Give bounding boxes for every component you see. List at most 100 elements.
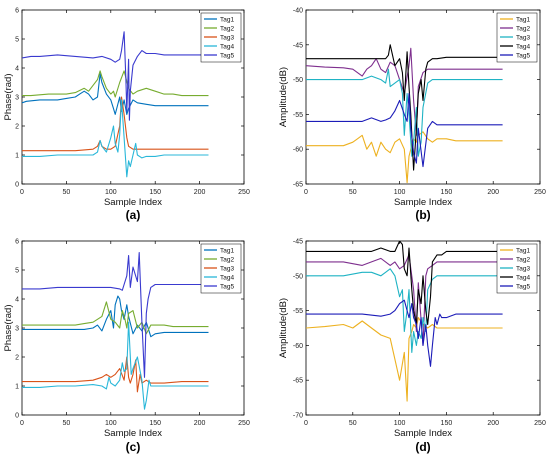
legend-label: Tag3 <box>220 266 234 273</box>
y-tick-label: 6 <box>15 239 19 246</box>
legend-label: Tag2 <box>516 257 530 264</box>
x-tick-label: 150 <box>149 420 161 427</box>
x-axis-label: Sample Index <box>104 428 162 439</box>
legend-label: Tag1 <box>220 248 234 255</box>
y-tick-label: 4 <box>15 66 19 73</box>
x-tick-label: 200 <box>487 420 499 427</box>
legend: Tag1 Tag2 Tag3 Tag4 Tag5 <box>200 12 242 63</box>
x-tick-label: 100 <box>105 420 117 427</box>
legend-box <box>200 12 242 63</box>
x-tick-label: 200 <box>487 189 499 196</box>
legend-label: Tag4 <box>516 275 530 282</box>
x-tick-label: 0 <box>20 420 24 427</box>
series-line-tag1 <box>306 317 503 402</box>
x-tick-label: 100 <box>105 189 117 196</box>
series-line-tag1 <box>306 131 503 184</box>
x-tick-label: 100 <box>394 420 406 427</box>
series-line-tag1 <box>22 73 209 115</box>
legend-label: Tag1 <box>220 17 234 24</box>
y-axis-label: Phase(rad) <box>3 305 14 352</box>
legend-label: Tag2 <box>220 257 234 264</box>
x-axis-label: Sample Index <box>104 197 162 208</box>
legend-label: Tag5 <box>516 53 530 60</box>
series-line-tag5 <box>306 92 503 168</box>
y-tick-label: 5 <box>15 37 19 44</box>
y-tick-label: -65 <box>293 182 303 189</box>
y-tick-label: -60 <box>293 147 303 154</box>
x-tick-label: 150 <box>149 189 161 196</box>
legend-label: Tag4 <box>220 275 234 282</box>
x-tick-label: 200 <box>194 420 206 427</box>
y-axis-label: Amplitude(dB) <box>278 67 289 127</box>
x-tick-label: 200 <box>194 189 206 196</box>
legend-label: Tag3 <box>516 35 530 42</box>
y-tick-label: -55 <box>293 308 303 315</box>
x-tick-label: 250 <box>534 189 546 196</box>
y-tick-label: 6 <box>15 8 19 15</box>
x-tick-label: 0 <box>304 420 308 427</box>
legend-label: Tag1 <box>516 17 530 24</box>
series-line-tag4 <box>306 241 503 326</box>
x-tick-label: 50 <box>349 189 357 196</box>
y-tick-label: -70 <box>293 413 303 420</box>
x-tick-label: 0 <box>304 189 308 196</box>
x-tick-label: 50 <box>63 189 71 196</box>
y-tick-label: 5 <box>15 268 19 275</box>
y-tick-label: -45 <box>293 239 303 246</box>
x-tick-label: 100 <box>394 189 406 196</box>
y-tick-label: 3 <box>15 95 19 102</box>
series-line-tag4 <box>22 99 209 178</box>
legend: Tag1 Tag2 Tag3 Tag4 Tag5 <box>496 12 538 63</box>
x-tick-label: 50 <box>63 420 71 427</box>
y-tick-label: -40 <box>293 8 303 15</box>
series-line-tag3 <box>22 356 209 393</box>
series-line-tag2 <box>306 47 503 136</box>
panel-caption: (d) <box>415 440 430 454</box>
series-line-tag2 <box>22 70 209 98</box>
x-tick-label: 250 <box>238 420 250 427</box>
series-line-tag5 <box>22 252 209 378</box>
x-axis-label: Sample Index <box>394 197 452 208</box>
y-tick-label: -45 <box>293 42 303 49</box>
series-line-tag1 <box>22 295 209 338</box>
x-tick-label: 150 <box>441 189 453 196</box>
x-axis-label: Sample Index <box>394 428 452 439</box>
y-tick-label: -60 <box>293 343 303 350</box>
legend-label: Tag5 <box>220 53 234 60</box>
y-tick-label: 1 <box>15 153 19 160</box>
y-tick-label: 2 <box>15 355 19 362</box>
y-tick-label: -50 <box>293 77 303 84</box>
y-tick-label: -55 <box>293 112 303 119</box>
y-tick-label: 0 <box>15 182 19 189</box>
x-tick-label: 0 <box>20 189 24 196</box>
legend-label: Tag3 <box>220 35 234 42</box>
series-line-tag3 <box>306 68 503 157</box>
y-tick-label: 2 <box>15 124 19 131</box>
y-tick-label: 3 <box>15 326 19 333</box>
y-tick-label: 1 <box>15 384 19 391</box>
series-line-tag4 <box>22 321 209 410</box>
panel-caption: (a) <box>126 208 141 222</box>
legend-label: Tag5 <box>516 284 530 291</box>
series-line-tag5 <box>306 299 503 367</box>
legend: Tag1 Tag2 Tag3 Tag4 Tag5 <box>496 243 538 294</box>
series-line-tag3 <box>306 268 503 353</box>
x-tick-label: 150 <box>441 420 453 427</box>
legend-label: Tag4 <box>220 44 234 51</box>
x-tick-label: 50 <box>349 420 357 427</box>
legend-label: Tag2 <box>220 26 234 33</box>
x-tick-label: 250 <box>534 420 546 427</box>
y-axis-label: Phase(rad) <box>3 74 14 121</box>
y-axis-label: Amplitude(dB) <box>278 298 289 358</box>
y-tick-label: -50 <box>293 273 303 280</box>
x-tick-label: 250 <box>238 189 250 196</box>
legend-label: Tag2 <box>516 26 530 33</box>
legend-label: Tag4 <box>516 44 530 51</box>
legend-label: Tag3 <box>516 266 530 273</box>
y-tick-label: -65 <box>293 378 303 385</box>
legend: Tag1 Tag2 Tag3 Tag4 Tag5 <box>200 243 242 294</box>
legend-label: Tag1 <box>516 248 530 255</box>
chart-panel: 0 50 100 150 200 250 -70 -65 -60 -55 -50 -45 Sample … <box>278 239 546 455</box>
y-tick-label: 4 <box>15 297 19 304</box>
